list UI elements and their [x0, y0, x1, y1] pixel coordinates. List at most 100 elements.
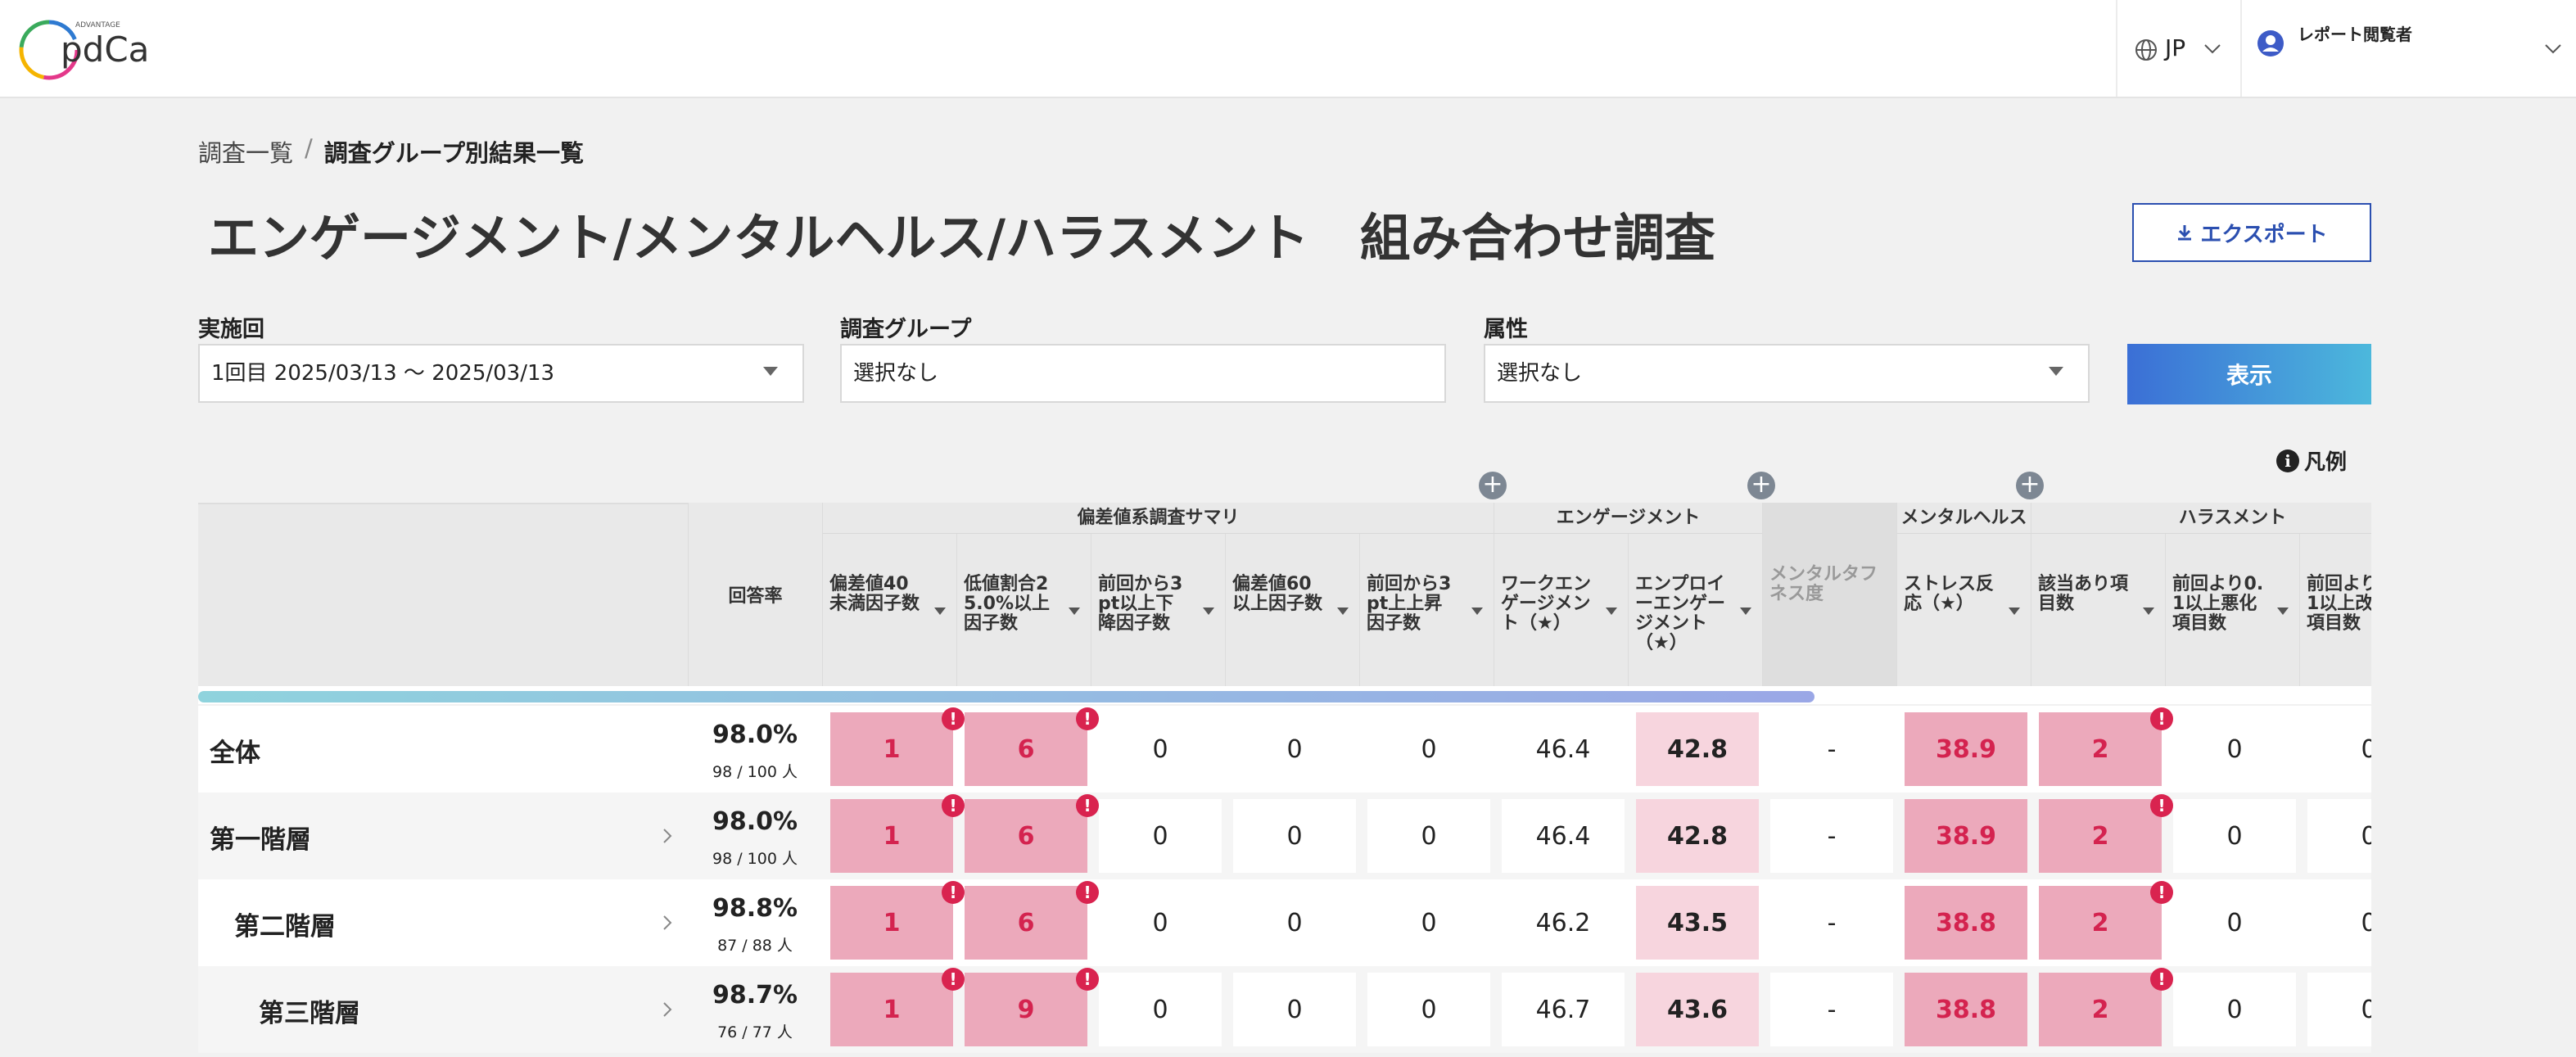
add-column-button[interactable]: +	[1747, 472, 1775, 499]
data-cell[interactable]: 9	[965, 973, 1087, 1046]
alert-icon: !	[942, 707, 965, 730]
add-column-button[interactable]: +	[2016, 472, 2044, 499]
data-cell[interactable]: 0	[2173, 886, 2296, 960]
language[interactable]: JP	[2165, 34, 2186, 61]
data-cell[interactable]: 38.9	[1905, 799, 2027, 873]
data-cell[interactable]: 0	[2307, 886, 2371, 960]
data-cell[interactable]: 0	[2173, 712, 2296, 786]
data-cell[interactable]: 6	[965, 712, 1087, 786]
expand-chevron[interactable]	[662, 827, 673, 845]
legend-button[interactable]: i 凡例	[2276, 445, 2347, 476]
row-label[interactable]: 第三階層	[259, 999, 360, 1028]
data-cell[interactable]: 0	[1233, 886, 1356, 960]
column-header[interactable]: エンプロイーエンゲージメント（★）	[1628, 534, 1762, 686]
data-cell[interactable]: -	[1770, 973, 1893, 1046]
data-cell[interactable]: 43.5	[1636, 886, 1759, 960]
show-button[interactable]: 表示	[2127, 344, 2371, 404]
data-cell[interactable]: 46.7	[1502, 973, 1625, 1046]
data-cell[interactable]: -	[1770, 799, 1893, 873]
column-label: 前回から3pt以上下降因子数	[1098, 574, 1183, 634]
filter-select[interactable]: 選択なし	[840, 344, 1446, 403]
response-count: 98 / 100 人	[712, 763, 798, 781]
breadcrumb-current: 調査グループ別結果一覧	[323, 139, 585, 167]
column-header[interactable]: 前回から3pt上上昇因子数	[1359, 534, 1494, 686]
data-cell[interactable]: 0	[1367, 886, 1490, 960]
data-cell[interactable]: 0	[2173, 973, 2296, 1046]
breadcrumb-link[interactable]: 調査一覧	[198, 139, 294, 167]
data-cell[interactable]: 2	[2039, 973, 2162, 1046]
data-cell[interactable]: 1	[830, 973, 953, 1046]
data-cell[interactable]: 38.9	[1905, 712, 2027, 786]
data-cell[interactable]: 42.8	[1636, 799, 1759, 873]
column-header[interactable]: 偏差値40未満因子数	[822, 534, 956, 686]
result-table: 回答率 偏差値系調査サマリ エンゲージメント メンタルヘルス ハラスメント 偏差値40未満…	[198, 468, 2371, 1057]
column-label: 偏差値60以上因子数	[1232, 574, 1323, 614]
expand-chevron[interactable]	[662, 1001, 673, 1019]
data-cell[interactable]: -	[1770, 886, 1893, 960]
expand-chevron[interactable]	[662, 914, 673, 932]
row-label[interactable]: 第一階層	[210, 825, 311, 855]
column-header[interactable]: 該当あり項目数	[2031, 534, 2165, 686]
column-label: ワークエンゲージメント（★）	[1501, 574, 1592, 634]
column-header[interactable]: ワークエンゲージメント（★）	[1494, 534, 1628, 686]
group-header: 偏差値系調査サマリ	[822, 503, 1494, 534]
data-cell[interactable]: 1	[830, 799, 953, 873]
data-cell[interactable]: 46.4	[1502, 799, 1625, 873]
sort-arrow	[1069, 608, 1080, 615]
data-cell[interactable]: 0	[1367, 973, 1490, 1046]
data-cell[interactable]: 46.4	[1502, 712, 1625, 786]
column-header[interactable]: 低値割合25.0%以上因子数	[956, 534, 1091, 686]
data-cell[interactable]: 2	[2039, 886, 2162, 960]
page-title: エンゲージメント/メンタルヘルス/ハラスメント 組み合わせ調査	[208, 208, 1715, 268]
data-cell[interactable]: 0	[1233, 712, 1356, 786]
column-header[interactable]: 前回より0.1以上改善項目数	[2299, 534, 2371, 686]
data-cell[interactable]: 0	[2307, 973, 2371, 1046]
data-cell[interactable]: 0	[1233, 973, 1356, 1046]
data-cell[interactable]: 2	[2039, 799, 2162, 873]
filter-select[interactable]: 選択なし	[1484, 344, 2090, 403]
alert-icon: !	[2150, 794, 2173, 817]
data-cell[interactable]: 0	[1233, 799, 1356, 873]
logo[interactable]: pdCa	[61, 29, 150, 70]
divider	[2116, 0, 2117, 97]
data-cell[interactable]: 2	[2039, 712, 2162, 786]
filter-label: 実施回	[198, 317, 264, 342]
globe-icon	[2135, 39, 2157, 61]
data-cell[interactable]: 38.8	[1905, 886, 2027, 960]
data-cell[interactable]: 0	[1099, 799, 1222, 873]
column-header[interactable]: 前回から3pt以上下降因子数	[1091, 534, 1225, 686]
data-cell[interactable]: 0	[2307, 799, 2371, 873]
data-cell[interactable]: 0	[1099, 886, 1222, 960]
table-row: 第一階層 98.0% 98 / 100 人 1! 6! 0 0 0 46.4 42.8-38.9 2…	[198, 793, 2371, 879]
data-cell[interactable]: 0	[1099, 973, 1222, 1046]
data-cell[interactable]: 0	[1367, 712, 1490, 786]
data-cell[interactable]: 43.6	[1636, 973, 1759, 1046]
sort-arrow	[1471, 608, 1483, 615]
column-header[interactable]: 偏差値60以上因子数	[1225, 534, 1359, 686]
sort-arrow	[1740, 608, 1751, 615]
data-cell[interactable]: 0	[1367, 799, 1490, 873]
alert-icon: !	[1076, 707, 1099, 730]
data-cell[interactable]: 1	[830, 886, 953, 960]
data-cell[interactable]: 1	[830, 712, 953, 786]
row-label[interactable]: 第二階層	[234, 912, 336, 942]
data-cell[interactable]: 38.8	[1905, 973, 2027, 1046]
data-cell[interactable]: 0	[1099, 712, 1222, 786]
data-cell[interactable]: 0	[2307, 712, 2371, 786]
column-label: エンプロイーエンゲージメント（★）	[1635, 574, 1726, 653]
filter-select[interactable]: 1回目 2025/03/13 ～ 2025/03/13	[198, 344, 804, 403]
user-name[interactable]: レポート閲覧者	[2298, 25, 2412, 44]
export-button[interactable]: エクスポート	[2132, 203, 2371, 262]
alert-icon: !	[2150, 881, 2173, 904]
column-header[interactable]: ストレス反応（★）	[1896, 534, 2031, 686]
sort-arrow	[1203, 608, 1214, 615]
column-header[interactable]: 前回より0.1以上悪化項目数	[2165, 534, 2299, 686]
data-cell[interactable]: 6	[965, 886, 1087, 960]
data-cell[interactable]: 0	[2173, 799, 2296, 873]
add-column-button[interactable]: +	[1479, 472, 1507, 499]
data-cell[interactable]: 46.2	[1502, 886, 1625, 960]
data-cell[interactable]: -	[1770, 712, 1893, 786]
logo-ring	[19, 20, 79, 80]
data-cell[interactable]: 6	[965, 799, 1087, 873]
data-cell[interactable]: 42.8	[1636, 712, 1759, 786]
